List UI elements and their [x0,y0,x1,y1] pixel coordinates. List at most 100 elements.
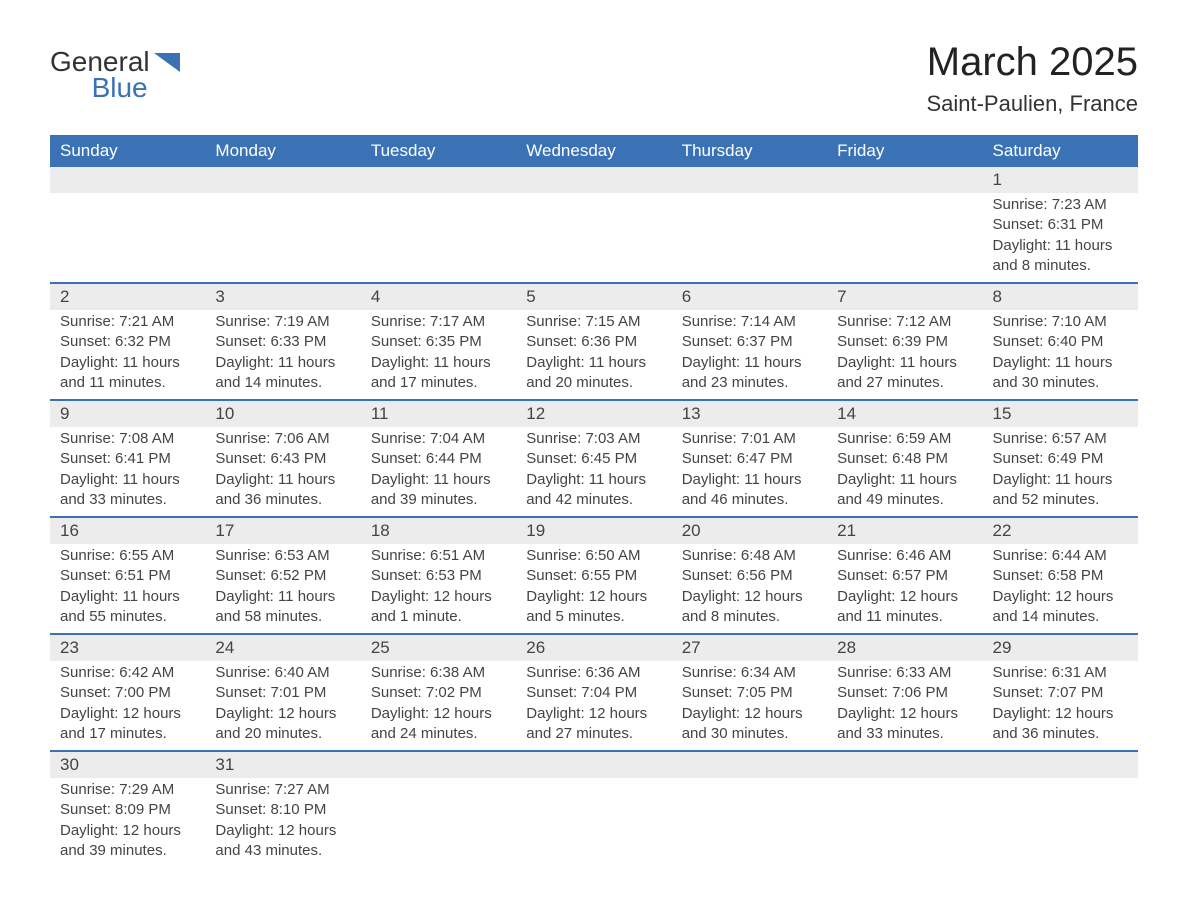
sunrise-text: Sunrise: 7:01 AM [682,429,817,449]
daylight-text: Daylight: 11 hours and 52 minutes. [993,470,1128,511]
sunrise-text: Sunrise: 7:29 AM [60,780,195,800]
empty-day-body [205,193,360,283]
sunset-text: Sunset: 6:58 PM [993,566,1128,586]
sunrise-text: Sunrise: 7:12 AM [837,312,972,332]
sunset-text: Sunset: 7:05 PM [682,683,817,703]
logo: General Blue [50,40,180,102]
empty-day-header [827,751,982,778]
day-number-cell: 29 [983,634,1138,661]
day-number-cell: 1 [983,167,1138,193]
daylight-text: Daylight: 11 hours and 46 minutes. [682,470,817,511]
calendar-body: 1Sunrise: 7:23 AMSunset: 6:31 PMDaylight… [50,167,1138,867]
sunset-text: Sunset: 7:04 PM [526,683,661,703]
daylight-text: Daylight: 11 hours and 39 minutes. [371,470,506,511]
weekday-heading: Tuesday [361,135,516,167]
sunset-text: Sunset: 6:56 PM [682,566,817,586]
sunset-text: Sunset: 6:40 PM [993,332,1128,352]
logo-word-blue: Blue [50,74,150,102]
day-number-cell: 28 [827,634,982,661]
daylight-text: Daylight: 11 hours and 42 minutes. [526,470,661,511]
day-number-cell: 9 [50,400,205,427]
day-number-cell: 17 [205,517,360,544]
empty-day-body [361,193,516,283]
day-number-cell: 31 [205,751,360,778]
sunrise-text: Sunrise: 7:06 AM [215,429,350,449]
weekday-heading: Wednesday [516,135,671,167]
day-detail-cell: Sunrise: 6:38 AMSunset: 7:02 PMDaylight:… [361,661,516,751]
daylight-text: Daylight: 11 hours and 30 minutes. [993,353,1128,394]
day-number-cell: 25 [361,634,516,661]
sunset-text: Sunset: 7:07 PM [993,683,1128,703]
sunrise-text: Sunrise: 7:17 AM [371,312,506,332]
calendar-table: Sunday Monday Tuesday Wednesday Thursday… [50,135,1138,867]
day-detail-cell: Sunrise: 6:42 AMSunset: 7:00 PMDaylight:… [50,661,205,751]
daylight-text: Daylight: 11 hours and 8 minutes. [993,236,1128,277]
day-detail-cell: Sunrise: 7:19 AMSunset: 6:33 PMDaylight:… [205,310,360,400]
sunrise-text: Sunrise: 6:31 AM [993,663,1128,683]
day-detail-cell: Sunrise: 7:12 AMSunset: 6:39 PMDaylight:… [827,310,982,400]
daylight-text: Daylight: 12 hours and 8 minutes. [682,587,817,628]
sunset-text: Sunset: 6:39 PM [837,332,972,352]
day-number-cell: 6 [672,283,827,310]
empty-day-body [361,778,516,867]
sunrise-text: Sunrise: 6:38 AM [371,663,506,683]
sunrise-text: Sunrise: 7:14 AM [682,312,817,332]
empty-day-header [827,167,982,193]
daylight-text: Daylight: 11 hours and 27 minutes. [837,353,972,394]
day-number-cell: 19 [516,517,671,544]
sunrise-text: Sunrise: 6:59 AM [837,429,972,449]
sunset-text: Sunset: 7:01 PM [215,683,350,703]
sunrise-text: Sunrise: 6:40 AM [215,663,350,683]
day-number-cell: 18 [361,517,516,544]
sunset-text: Sunset: 6:55 PM [526,566,661,586]
sunset-text: Sunset: 6:49 PM [993,449,1128,469]
daylight-text: Daylight: 12 hours and 11 minutes. [837,587,972,628]
weekday-heading: Monday [205,135,360,167]
daylight-text: Daylight: 11 hours and 33 minutes. [60,470,195,511]
day-detail-cell: Sunrise: 6:31 AMSunset: 7:07 PMDaylight:… [983,661,1138,751]
sunrise-text: Sunrise: 7:19 AM [215,312,350,332]
sunset-text: Sunset: 6:44 PM [371,449,506,469]
day-detail-cell: Sunrise: 6:59 AMSunset: 6:48 PMDaylight:… [827,427,982,517]
day-number-cell: 16 [50,517,205,544]
day-detail-cell: Sunrise: 7:17 AMSunset: 6:35 PMDaylight:… [361,310,516,400]
logo-text: General Blue [50,48,150,102]
daylight-text: Daylight: 12 hours and 33 minutes. [837,704,972,745]
day-detail-cell: Sunrise: 7:23 AMSunset: 6:31 PMDaylight:… [983,193,1138,283]
daylight-text: Daylight: 11 hours and 23 minutes. [682,353,817,394]
sunset-text: Sunset: 6:36 PM [526,332,661,352]
sunrise-text: Sunrise: 6:34 AM [682,663,817,683]
day-number-cell: 7 [827,283,982,310]
empty-day-header [361,167,516,193]
empty-day-body [827,193,982,283]
day-detail-cell: Sunrise: 6:48 AMSunset: 6:56 PMDaylight:… [672,544,827,634]
day-number-cell: 22 [983,517,1138,544]
sunrise-text: Sunrise: 7:10 AM [993,312,1128,332]
sunrise-text: Sunrise: 7:15 AM [526,312,661,332]
empty-day-body [516,778,671,867]
day-detail-cell: Sunrise: 6:33 AMSunset: 7:06 PMDaylight:… [827,661,982,751]
sunrise-text: Sunrise: 7:21 AM [60,312,195,332]
day-number-cell: 30 [50,751,205,778]
day-detail-cell: Sunrise: 7:21 AMSunset: 6:32 PMDaylight:… [50,310,205,400]
sunset-text: Sunset: 6:32 PM [60,332,195,352]
day-detail-cell: Sunrise: 7:14 AMSunset: 6:37 PMDaylight:… [672,310,827,400]
sunset-text: Sunset: 8:10 PM [215,800,350,820]
sunset-text: Sunset: 6:43 PM [215,449,350,469]
daylight-text: Daylight: 11 hours and 17 minutes. [371,353,506,394]
daylight-text: Daylight: 12 hours and 30 minutes. [682,704,817,745]
empty-day-header [983,751,1138,778]
sunset-text: Sunset: 7:02 PM [371,683,506,703]
empty-day-body [827,778,982,867]
day-number-cell: 2 [50,283,205,310]
sunrise-text: Sunrise: 7:03 AM [526,429,661,449]
title-block: March 2025 Saint-Paulien, France [926,40,1138,117]
day-number-cell: 11 [361,400,516,427]
sunrise-text: Sunrise: 6:42 AM [60,663,195,683]
sunrise-text: Sunrise: 7:08 AM [60,429,195,449]
day-detail-cell: Sunrise: 7:10 AMSunset: 6:40 PMDaylight:… [983,310,1138,400]
day-number-cell: 27 [672,634,827,661]
day-number-cell: 20 [672,517,827,544]
sunrise-text: Sunrise: 7:27 AM [215,780,350,800]
day-detail-cell: Sunrise: 6:51 AMSunset: 6:53 PMDaylight:… [361,544,516,634]
